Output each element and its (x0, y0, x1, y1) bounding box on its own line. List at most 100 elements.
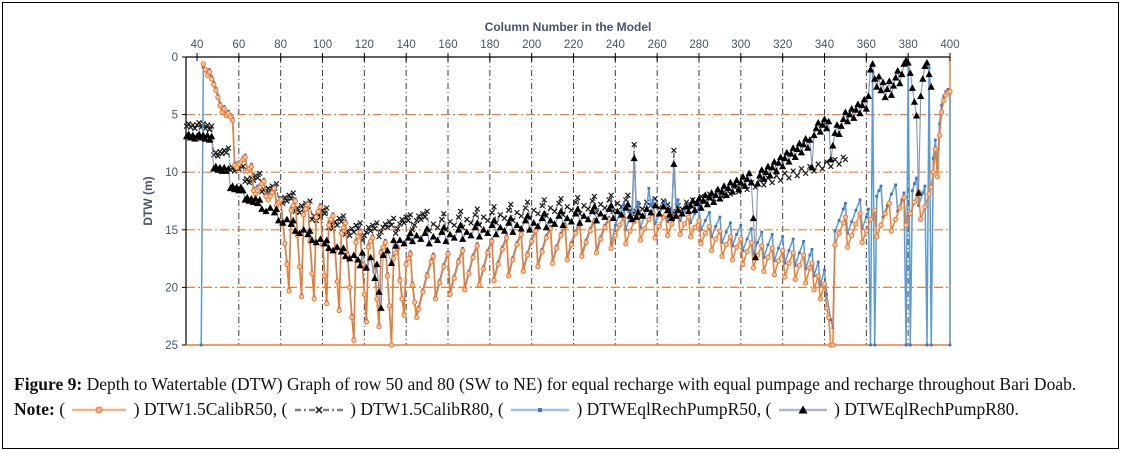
data-point-circle (365, 244, 372, 250)
data-point-x (798, 165, 805, 172)
data-point-square (693, 212, 697, 216)
data-point-triangle (722, 191, 730, 199)
data-point-triangle (879, 78, 887, 86)
data-point-triangle (580, 212, 588, 219)
data-point-x (514, 209, 520, 216)
data-point-square (904, 343, 908, 347)
data-point-square (812, 274, 816, 278)
data-point-circle (568, 242, 575, 248)
data-point-x (823, 159, 830, 165)
data-point-square (881, 215, 885, 219)
data-point-x (455, 214, 462, 220)
data-point-circle (740, 261, 746, 268)
data-point-triangle (674, 206, 682, 214)
data-point-circle (466, 270, 472, 277)
data-point-x (622, 197, 629, 203)
data-point-square (875, 194, 879, 198)
data-point-triangle (799, 140, 808, 148)
data-point-x (202, 125, 209, 132)
data-point-triangle (597, 209, 605, 217)
data-point-triangle (781, 154, 789, 162)
data-point-x (530, 207, 537, 214)
data-point-circle (313, 214, 319, 220)
data-point-circle (430, 253, 437, 259)
data-point-x (361, 232, 368, 239)
data-point-square (770, 233, 774, 236)
data-point-circle (215, 94, 221, 100)
data-point-triangle (889, 82, 898, 89)
data-point-triangle (446, 230, 454, 238)
data-point-triangle (848, 105, 856, 112)
data-point-circle (685, 214, 692, 220)
x-tick-label: 240 (606, 39, 625, 51)
data-point-square (636, 200, 640, 204)
data-point-square (199, 343, 203, 347)
data-point-square (908, 343, 912, 347)
data-point-triangle (358, 249, 366, 256)
data-point-circle (934, 174, 941, 180)
data-point-x (254, 175, 261, 181)
data-point-x (547, 205, 554, 211)
data-point-square (923, 184, 927, 188)
data-point-square (703, 219, 707, 222)
data-point-square (844, 201, 847, 205)
data-point-triangle (758, 166, 766, 173)
data-point-circle (229, 117, 236, 124)
data-point-triangle (749, 214, 757, 222)
data-point-triangle (304, 230, 312, 238)
data-point-circle (811, 287, 817, 293)
data-point-triangle (605, 205, 613, 212)
data-point-circle (499, 246, 506, 253)
data-point-x (355, 225, 361, 232)
data-point-triangle (588, 207, 596, 215)
data-point-triangle (745, 169, 753, 177)
data-point-circle (413, 314, 420, 321)
data-point-square (735, 233, 739, 236)
data-point-triangle (383, 246, 391, 254)
data-point-triangle (638, 212, 647, 219)
data-point-circle (315, 208, 321, 215)
data-point-triangle (906, 69, 914, 76)
data-point-circle (357, 229, 363, 235)
data-point-triangle (668, 214, 676, 222)
data-point-triangle (287, 220, 295, 227)
data-point-triangle (362, 264, 371, 271)
data-point-circle (892, 216, 899, 223)
data-point-circle (351, 337, 357, 344)
data-point-x (192, 125, 198, 132)
paren: ( (54, 399, 70, 419)
data-point-square (896, 209, 900, 213)
data-point-x (683, 199, 690, 205)
data-point-square (791, 237, 795, 241)
legend-label-dtw15calibr50: DTW1.5CalibR50 (143, 399, 273, 419)
data-point-square (915, 176, 918, 180)
x-axis-title: Column Number in the Model (485, 20, 652, 34)
x-tick-label: 160 (438, 39, 457, 51)
data-point-square (651, 198, 655, 202)
data-point-circle (397, 277, 403, 284)
data-point-triangle (289, 216, 297, 224)
data-point-circle (290, 202, 296, 209)
data-point-circle (817, 296, 823, 302)
data-point-x (819, 165, 826, 172)
data-point-triangle (513, 221, 521, 228)
data-point-square (837, 219, 841, 222)
data-point-x (842, 156, 849, 163)
data-point-triangle (764, 162, 772, 170)
data-point-triangle (762, 168, 770, 175)
data-point-circle (445, 251, 451, 257)
data-point-triangle (852, 106, 860, 113)
data-point-circle (353, 239, 359, 246)
data-point-circle (286, 288, 292, 294)
data-point-square (664, 199, 667, 203)
data-point-square (643, 214, 647, 218)
data-point-square (931, 156, 935, 160)
data-point-triangle (747, 178, 755, 186)
data-point-triangle (812, 124, 820, 132)
data-point-triangle (559, 221, 567, 228)
data-point-triangle (574, 205, 582, 212)
data-point-circle (213, 87, 219, 94)
data-point-x (286, 192, 292, 199)
data-point-triangle (404, 234, 412, 241)
data-point-circle (451, 275, 457, 281)
